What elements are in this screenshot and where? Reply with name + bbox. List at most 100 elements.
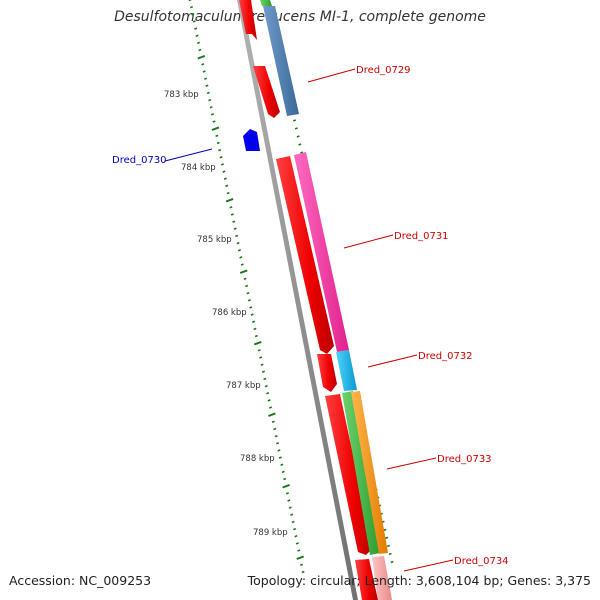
minor-tick bbox=[249, 306, 253, 309]
minor-tick bbox=[226, 191, 230, 195]
minor-tick bbox=[250, 313, 254, 316]
minor-tick bbox=[254, 334, 258, 338]
minor-tick bbox=[235, 234, 239, 238]
minor-tick bbox=[283, 477, 287, 481]
feature-pink[interactable] bbox=[372, 556, 392, 600]
major-tick bbox=[211, 126, 220, 131]
gene-dred-0730-marker[interactable] bbox=[243, 129, 260, 151]
minor-tick bbox=[237, 249, 241, 252]
cds-feature[interactable] bbox=[355, 559, 378, 600]
minor-tick bbox=[239, 256, 243, 259]
minor-tick bbox=[261, 370, 265, 374]
minor-tick bbox=[276, 442, 280, 445]
minor-tick bbox=[300, 563, 304, 567]
cds-feature[interactable] bbox=[276, 156, 334, 354]
accession-text: Accession: NC_009253 bbox=[9, 573, 152, 588]
major-tick bbox=[296, 555, 305, 560]
minor-tick bbox=[192, 20, 196, 23]
minor-tick bbox=[204, 77, 208, 80]
minor-tick bbox=[191, 13, 195, 16]
minor-tick bbox=[273, 427, 277, 431]
minor-tick bbox=[285, 492, 289, 495]
minor-tick bbox=[301, 570, 305, 574]
feature-orange[interactable] bbox=[351, 391, 388, 554]
minor-tick bbox=[296, 135, 300, 138]
cds-feature[interactable] bbox=[325, 394, 373, 555]
minor-tick bbox=[233, 227, 237, 231]
feature-cyan[interactable] bbox=[336, 350, 357, 391]
minor-tick bbox=[208, 98, 212, 102]
callout-line bbox=[307, 68, 356, 83]
tick-label: 785 kbp bbox=[197, 235, 232, 245]
minor-tick bbox=[388, 552, 392, 556]
callout-line bbox=[164, 148, 213, 162]
cds-feature[interactable] bbox=[253, 66, 280, 118]
major-tick bbox=[282, 483, 290, 489]
minor-tick bbox=[188, 0, 192, 2]
minor-tick bbox=[222, 170, 226, 173]
minor-tick bbox=[263, 377, 267, 381]
minor-tick bbox=[290, 513, 294, 517]
minor-tick bbox=[390, 560, 394, 564]
cds-feature[interactable] bbox=[239, 0, 257, 40]
minor-tick bbox=[236, 241, 240, 245]
minor-tick bbox=[201, 63, 205, 66]
gene-label-dred-0730[interactable]: Dred_0730 bbox=[112, 155, 167, 166]
tick-label: 783 kbp bbox=[164, 90, 199, 100]
minor-tick bbox=[298, 143, 302, 146]
major-tick bbox=[253, 340, 262, 346]
gene-callouts bbox=[164, 68, 454, 572]
minor-tick bbox=[225, 184, 229, 188]
tick-track bbox=[188, 0, 305, 574]
major-tick bbox=[225, 197, 234, 203]
minor-tick bbox=[260, 363, 264, 366]
minor-tick bbox=[189, 5, 193, 9]
feature-steelblue[interactable] bbox=[263, 6, 299, 116]
minor-tick bbox=[229, 206, 233, 209]
gene-label-dred-0731[interactable]: Dred_0731 bbox=[394, 231, 449, 242]
gene-label-dred-0733[interactable]: Dred_0733 bbox=[437, 454, 492, 465]
minor-tick bbox=[264, 384, 268, 388]
minor-tick bbox=[278, 456, 282, 459]
minor-tick bbox=[385, 536, 389, 540]
feature-green[interactable] bbox=[342, 391, 380, 555]
minor-tick bbox=[295, 542, 299, 545]
tick-label: 789 kbp bbox=[253, 528, 288, 538]
feature-green[interactable] bbox=[260, 0, 272, 6]
minor-tick bbox=[220, 163, 224, 166]
minor-tick bbox=[247, 299, 251, 302]
minor-tick bbox=[243, 277, 247, 281]
minor-tick bbox=[297, 549, 301, 552]
minor-tick bbox=[267, 399, 271, 402]
genome-summary-text: Topology: circular; Length: 3,608,104 bp… bbox=[247, 573, 591, 588]
minor-tick bbox=[383, 528, 387, 532]
minor-tick bbox=[300, 151, 304, 154]
minor-tick bbox=[293, 119, 297, 122]
minor-tick bbox=[287, 499, 291, 502]
minor-tick bbox=[211, 113, 215, 116]
minor-tick bbox=[274, 434, 278, 438]
tick-labels: 783 kbp 784 kbp 785 kbp 786 kbp 787 kbp … bbox=[164, 90, 288, 538]
minor-tick bbox=[259, 356, 263, 359]
feature-magenta[interactable] bbox=[294, 152, 349, 352]
major-tick bbox=[268, 412, 276, 417]
gene-labels: Dred_0729 Dred_0730 Dred_0731 Dred_0732 … bbox=[112, 65, 509, 567]
callout-line bbox=[343, 234, 394, 249]
minor-tick bbox=[206, 91, 210, 95]
gene-label-dred-0734[interactable]: Dred_0734 bbox=[454, 556, 509, 567]
minor-tick bbox=[205, 84, 209, 88]
minor-tick bbox=[280, 463, 284, 466]
map-title: Desulfotomaculum reducens MI-1, complete… bbox=[114, 9, 486, 25]
minor-tick bbox=[202, 70, 206, 73]
minor-tick bbox=[209, 106, 213, 109]
minor-tick bbox=[230, 213, 234, 216]
minor-tick bbox=[293, 527, 297, 531]
gene-label-dred-0732[interactable]: Dred_0732 bbox=[418, 351, 473, 362]
minor-tick bbox=[257, 349, 261, 352]
tick-label: 787 kbp bbox=[226, 381, 261, 391]
gene-label-dred-0729[interactable]: Dred_0729 bbox=[356, 65, 411, 76]
minor-tick bbox=[196, 41, 200, 45]
cds-feature[interactable] bbox=[317, 354, 337, 392]
tick-label: 788 kbp bbox=[240, 454, 275, 464]
